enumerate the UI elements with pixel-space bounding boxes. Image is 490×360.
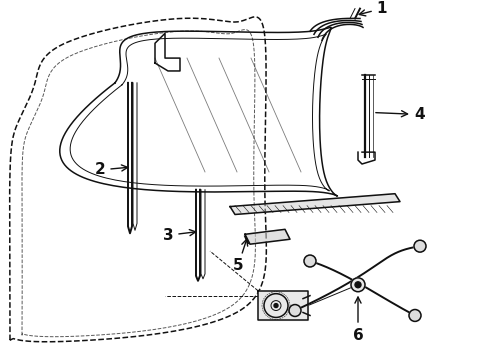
Circle shape bbox=[304, 255, 316, 267]
Circle shape bbox=[289, 305, 301, 316]
Text: 1: 1 bbox=[359, 1, 387, 16]
Polygon shape bbox=[245, 229, 290, 244]
Text: 5: 5 bbox=[233, 239, 247, 274]
Circle shape bbox=[409, 310, 421, 321]
Text: 2: 2 bbox=[95, 162, 128, 177]
Circle shape bbox=[351, 278, 365, 292]
Polygon shape bbox=[258, 291, 308, 320]
Circle shape bbox=[355, 282, 361, 288]
Text: 4: 4 bbox=[376, 107, 425, 122]
Circle shape bbox=[414, 240, 426, 252]
Polygon shape bbox=[230, 194, 400, 215]
Text: 3: 3 bbox=[163, 228, 196, 243]
Circle shape bbox=[274, 303, 278, 307]
Text: 6: 6 bbox=[353, 297, 364, 343]
